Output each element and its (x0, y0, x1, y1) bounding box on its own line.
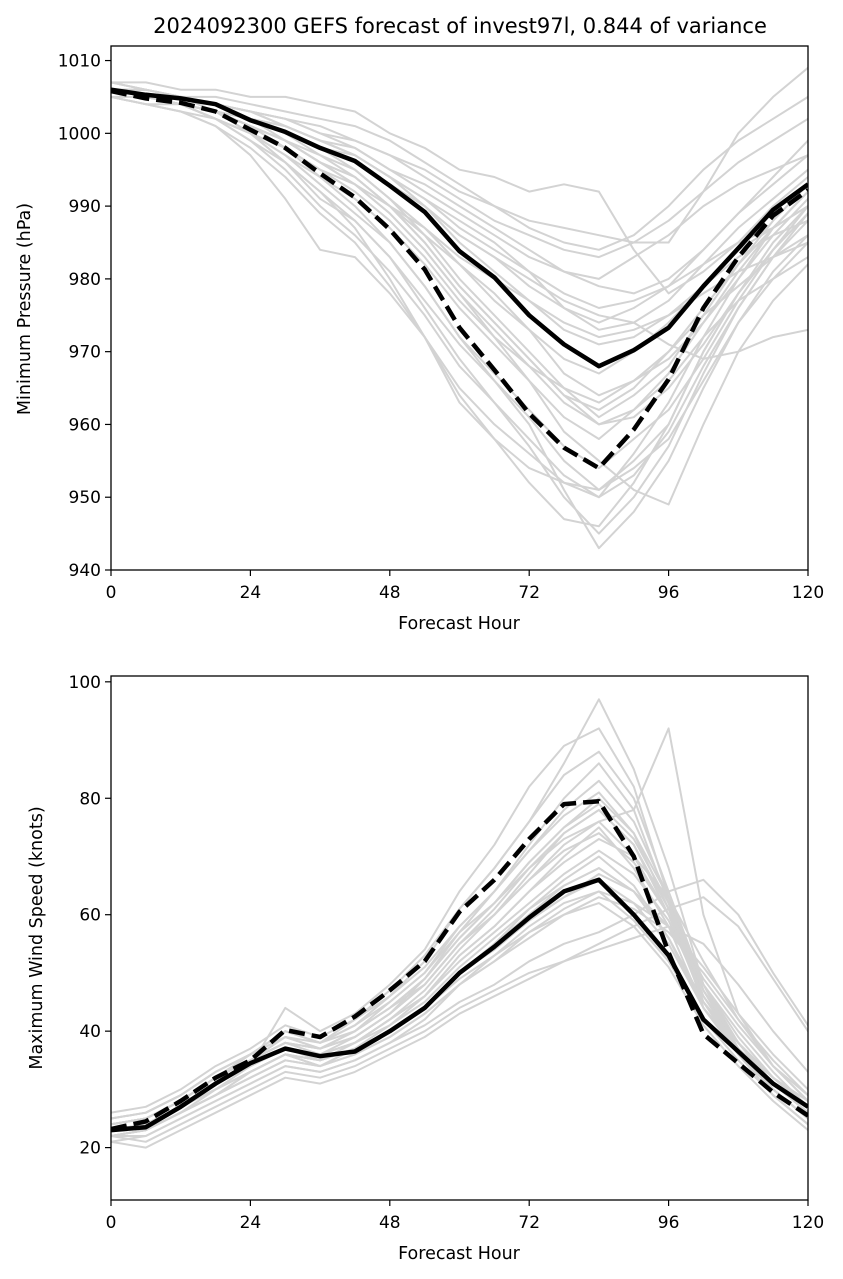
pressure-y-tick-label: 950 (69, 488, 101, 508)
pressure-x-tick-label: 96 (658, 583, 680, 603)
wind-x-tick-label: 48 (379, 1213, 401, 1233)
pressure-y-tick-label: 960 (69, 415, 101, 435)
wind-y-axis-label: Maximum Wind Speed (knots) (27, 806, 47, 1069)
pressure-y-tick-label: 970 (69, 343, 101, 363)
pressure-member-line-26 (111, 66, 808, 244)
wind-y-tick-label: 40 (79, 1022, 101, 1042)
pressure-x-tick-label: 72 (518, 583, 540, 603)
wind-plot-frame (110, 675, 809, 1201)
pressure-member-line-10 (111, 95, 808, 528)
pressure-panel: 2024092300 GEFS forecast of invest97l, 0… (15, 14, 824, 634)
wind-axes: 0 24 48 72 96 120 20 40 60 80 100 (69, 673, 825, 1233)
pressure-x-axis-label: Forecast Hour (398, 614, 521, 634)
pressure-y-tick-label: 940 (69, 561, 101, 581)
pressure-y-tick-label: 980 (69, 270, 101, 290)
wind-x-tick-label: 72 (518, 1213, 540, 1233)
pressure-plot-frame (110, 45, 809, 571)
pressure-member-line-25 (111, 88, 808, 360)
pressure-member-line-21 (111, 88, 808, 251)
wind-x-tick-label: 0 (106, 1213, 117, 1233)
wind-y-tick-label: 100 (69, 673, 101, 693)
pressure-chart-title: 2024092300 GEFS forecast of invest97l, 0… (153, 14, 767, 38)
wind-y-tick-label: 20 (79, 1139, 101, 1159)
pressure-y-tick-label: 1000 (58, 124, 101, 144)
pressure-dashed-mean-line (111, 88, 808, 471)
wind-panel: 0 24 48 72 96 120 20 40 60 80 100 Forecast Hour Ma… (27, 673, 824, 1264)
wind-solid-mean-line (111, 877, 808, 1133)
wind-x-tick-label: 96 (658, 1213, 680, 1233)
wind-y-tick-label: 80 (79, 789, 101, 809)
pressure-member-line-11 (111, 88, 808, 535)
wind-member-line-17 (111, 878, 808, 1137)
pressure-x-tick-label: 120 (792, 583, 824, 603)
pressure-axes: 0 24 48 72 96 120 940 950 960 970 980 990 1000 1010 (58, 45, 824, 603)
wind-member-line-27 (111, 698, 808, 1126)
wind-member-line-11 (111, 896, 808, 1149)
pressure-member-line-6 (111, 81, 808, 295)
wind-x-axis-label: Forecast Hour (398, 1244, 521, 1264)
pressure-series-group (111, 66, 808, 550)
wind-y-tick-label: 60 (79, 906, 101, 926)
pressure-solid-mean-line (111, 87, 808, 369)
wind-dashed-mean-line (111, 798, 808, 1132)
wind-x-tick-label: 120 (792, 1213, 824, 1233)
wind-member-line-20 (111, 838, 808, 1137)
pressure-x-tick-label: 0 (106, 583, 117, 603)
pressure-x-tick-label: 48 (379, 583, 401, 603)
pressure-y-tick-label: 1010 (58, 52, 101, 72)
pressure-y-tick-label: 990 (69, 197, 101, 217)
pressure-y-axis-label: Minimum Pressure (hPa) (15, 203, 35, 415)
wind-series-group (111, 698, 808, 1149)
pressure-member-line-4 (111, 95, 808, 499)
wind-x-tick-label: 24 (240, 1213, 262, 1233)
pressure-x-tick-label: 24 (240, 583, 262, 603)
